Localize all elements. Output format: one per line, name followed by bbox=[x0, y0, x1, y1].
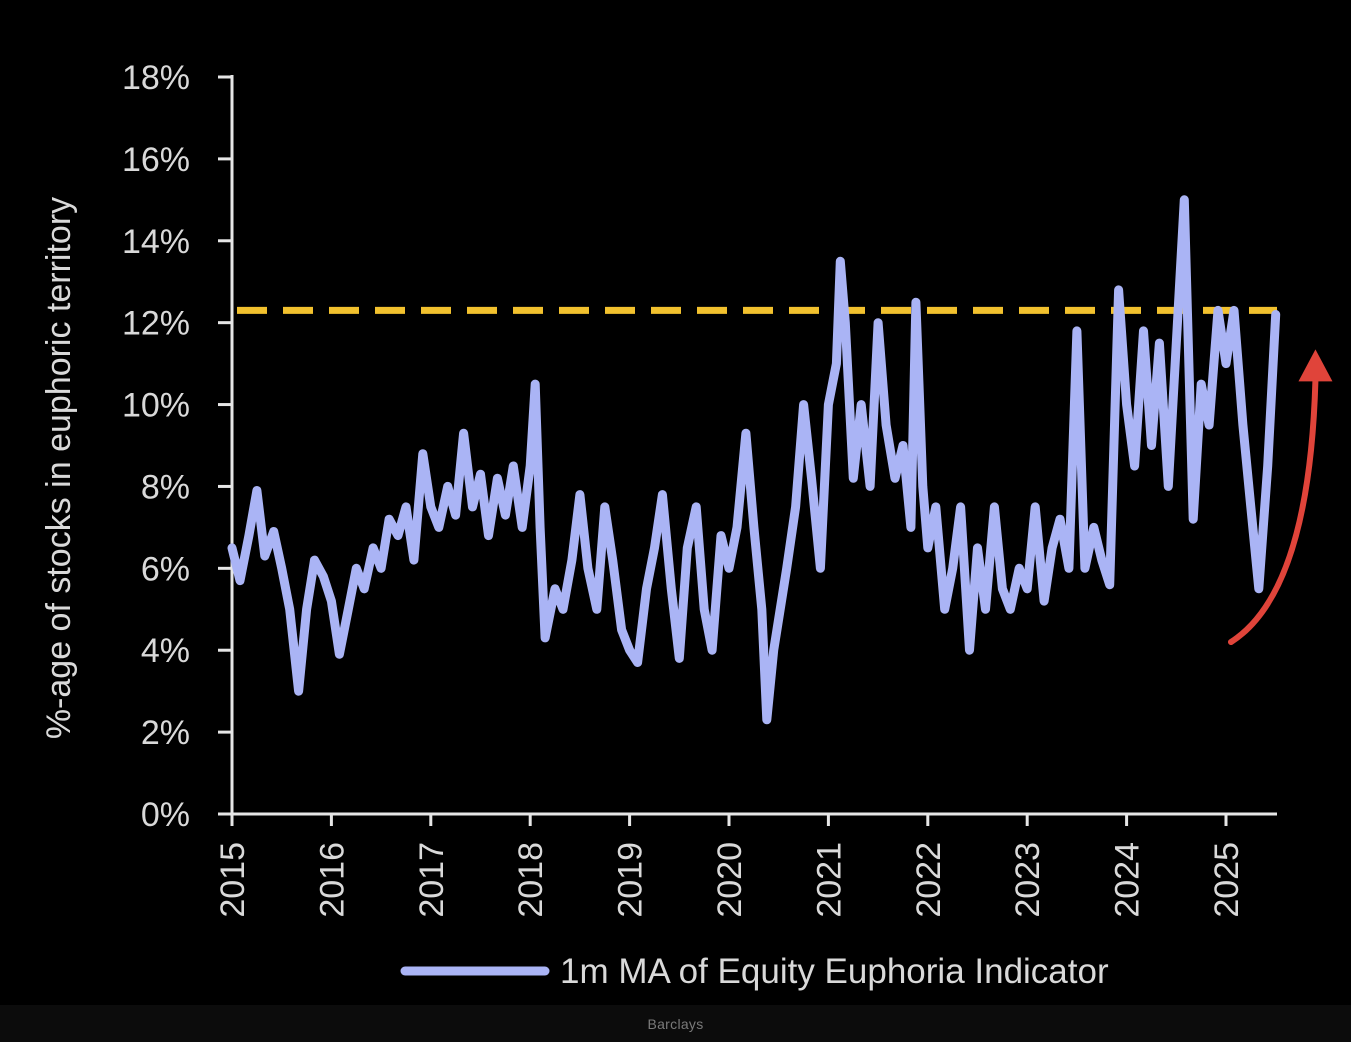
series-line bbox=[227, 195, 1281, 725]
x-tick-label: 2015 bbox=[214, 842, 252, 918]
y-tick-label: 14% bbox=[122, 223, 190, 261]
source-footer: Barclays bbox=[0, 1005, 1351, 1042]
y-tick-label: 0% bbox=[141, 796, 190, 834]
y-tick-label: 12% bbox=[122, 305, 190, 343]
y-tick-label: 4% bbox=[141, 632, 190, 670]
arrow-shaft bbox=[1227, 376, 1319, 646]
x-tick-label: 2023 bbox=[1009, 842, 1047, 918]
y-tick-label: 18% bbox=[122, 59, 190, 97]
source-label: Barclays bbox=[647, 1015, 704, 1032]
x-tick-label: 2021 bbox=[810, 842, 848, 918]
x-tick-label: 2019 bbox=[612, 842, 650, 918]
red-arrow-annotation bbox=[1227, 349, 1333, 646]
y-tick-label: 2% bbox=[141, 714, 190, 752]
y-tick-label: 8% bbox=[141, 468, 190, 506]
y-tick-label: 10% bbox=[122, 387, 190, 425]
axes bbox=[230, 75, 1277, 816]
x-tick-label: 2018 bbox=[512, 842, 550, 918]
y-tick-label: 6% bbox=[141, 550, 190, 588]
y-axis-ticks: 0% 2% 4% 6% 8% 10% 12% 14% 16% 18% bbox=[122, 59, 232, 834]
x-tick-label: 2025 bbox=[1208, 842, 1246, 918]
x-tick-label: 2022 bbox=[910, 842, 948, 918]
legend-label: 1m MA of Equity Euphoria Indicator bbox=[560, 952, 1109, 991]
line-chart: 0%2%4%6%8%10%12%14%16%18% 2015 2016 2017 20… bbox=[40, 59, 1333, 991]
legend: 1m MA of Equity Euphoria Indicator bbox=[400, 952, 1109, 991]
x-tick-label: 2016 bbox=[313, 842, 351, 918]
y-axis-title: %-age of stocks in euphoric territory bbox=[40, 197, 78, 739]
y-tick-label: 16% bbox=[122, 141, 190, 179]
x-tick-label: 2017 bbox=[413, 842, 451, 918]
x-tick-label: 2020 bbox=[711, 842, 749, 918]
x-axis-ticks: 2015 2016 2017 2018 2019 2020 2021 2022 2023 2024… bbox=[214, 814, 1246, 918]
x-tick-label: 2024 bbox=[1109, 842, 1147, 918]
arrow-head bbox=[1298, 349, 1333, 382]
